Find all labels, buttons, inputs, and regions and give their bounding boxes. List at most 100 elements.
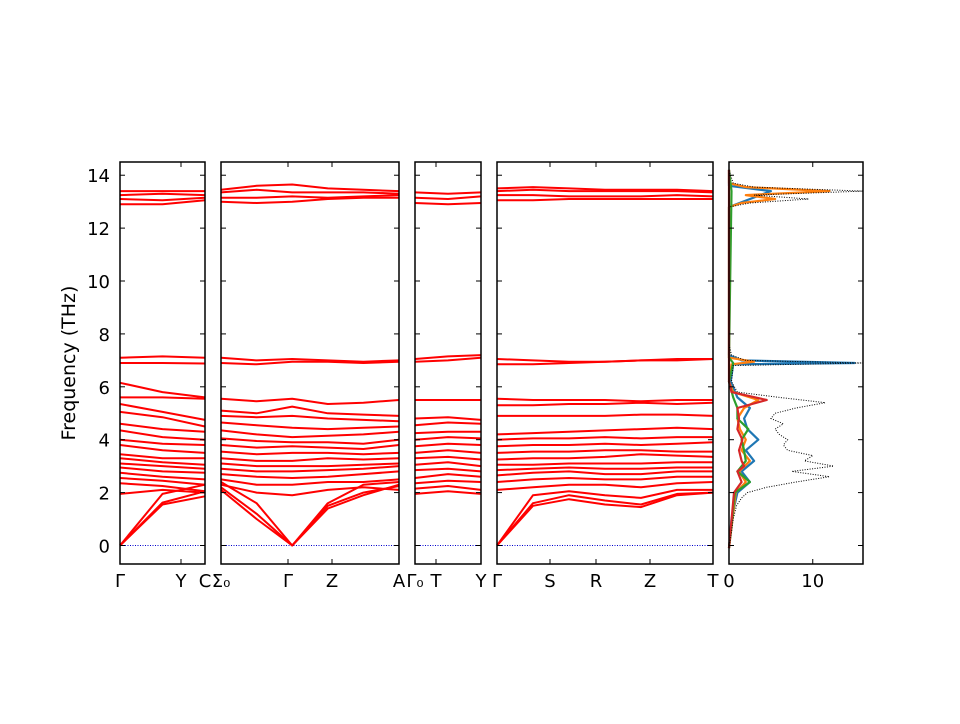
phonon-band: [220, 356, 400, 363]
x-tick-label: Z: [644, 571, 656, 592]
phonon-band: [497, 401, 714, 407]
phonon-band: [414, 455, 482, 461]
phonon-band: [414, 202, 482, 206]
y-tick-label: 14: [87, 166, 110, 187]
phonon-band: [496, 475, 713, 483]
phonon-band: [220, 405, 400, 417]
phonon-band: [497, 413, 714, 417]
phonon-band: [496, 491, 714, 547]
phonon-band: [220, 450, 400, 456]
phonon-band: [414, 449, 482, 454]
phonon-band: [119, 444, 206, 454]
phonon-band: [220, 465, 400, 473]
phonon-band: [414, 430, 481, 435]
x-tick-label: T: [430, 571, 443, 592]
y-tick-label: 10: [87, 272, 110, 293]
band-panel-frame: [496, 161, 714, 565]
phonon-band: [414, 473, 482, 479]
phonon-band: [496, 188, 714, 194]
dos-panel-frame: [728, 161, 864, 565]
band-panel-frame: [220, 161, 400, 565]
phonon-band: [119, 483, 206, 547]
phonon-band: [220, 429, 400, 439]
phonon-band: [120, 199, 206, 206]
x-tick-label: Y: [175, 571, 188, 592]
phonon-band: [119, 438, 206, 446]
phonon-band: [496, 453, 714, 461]
phonon-band: [119, 192, 206, 197]
phonon-band: [220, 444, 400, 450]
phonon-band: [220, 481, 400, 547]
phonon-band: [220, 183, 400, 193]
phonon-band: [119, 477, 206, 486]
phonon-band: [119, 471, 206, 481]
x-tick-label: R: [590, 571, 603, 592]
dos-x-tick-label: 0: [723, 571, 734, 592]
phonon-band: [414, 436, 482, 441]
phonon-band: [220, 421, 400, 431]
y-tick-label: 2: [99, 484, 110, 505]
phonon-band: [220, 397, 400, 405]
x-tick-label: Σ₀: [212, 571, 231, 592]
phonon-band: [120, 362, 206, 365]
phonon-band: [414, 461, 482, 468]
phonon-band: [414, 442, 482, 448]
band-panel-frame: [414, 161, 482, 565]
x-tick-label: C: [199, 571, 212, 592]
x-tick-label: S: [544, 571, 555, 592]
phonon-band: [220, 360, 400, 366]
phonon-band: [496, 426, 714, 436]
phonon-band: [119, 488, 206, 495]
phonon-band: [414, 467, 482, 473]
phonon-band: [414, 356, 482, 363]
phonon-band: [414, 191, 482, 195]
phonon-band: [414, 416, 482, 421]
x-tick-label: Γ: [492, 571, 502, 592]
x-tick-label: Γ: [283, 571, 293, 592]
phonon-band: [220, 457, 400, 462]
phonon-band: [496, 491, 714, 547]
x-tick-label: Y: [475, 571, 488, 592]
phonon-band: [496, 470, 713, 477]
phonon-band: [497, 194, 714, 198]
y-tick-label: 12: [87, 219, 110, 240]
phonon-band: [119, 403, 206, 421]
phonon-band: [119, 462, 206, 470]
phonon-band: [220, 470, 400, 479]
phonon-band: [120, 396, 206, 400]
phonon-band: [220, 414, 400, 423]
phonon-band: [119, 355, 206, 359]
y-tick-label: 6: [99, 378, 110, 399]
phonon-band: [119, 490, 206, 547]
band-panel-frame: [119, 161, 206, 565]
x-tick-label: Z: [326, 571, 338, 592]
y-tick-label: 8: [99, 325, 110, 346]
phonon-band: [414, 490, 482, 495]
phonon-band: [119, 482, 206, 493]
phonon-band: [119, 196, 206, 202]
phonon-band: [119, 453, 205, 460]
x-tick-label: A: [393, 571, 406, 592]
phonon-band: [496, 441, 714, 448]
phonon-band: [414, 195, 482, 200]
dos-total-curve: [728, 169, 864, 549]
dos-x-tick-label: 10: [801, 571, 824, 592]
phonon-band: [496, 481, 714, 491]
phonon-band: [496, 186, 714, 193]
phonon-band: [220, 437, 400, 445]
phonon-band: [119, 429, 206, 441]
phonon-band: [496, 466, 713, 472]
dos-projected-curve: [727, 169, 751, 549]
y-tick-label: 4: [99, 431, 110, 452]
x-tick-label: T: [707, 571, 720, 592]
phonon-band: [414, 354, 482, 360]
phonon-band: [496, 358, 713, 363]
phonon-band: [496, 449, 713, 454]
phonon-band: [497, 461, 713, 466]
phonon-band: [119, 410, 206, 428]
phonon-band: [220, 196, 399, 204]
y-tick-label: 0: [99, 536, 110, 557]
phonon-band: [497, 198, 713, 202]
